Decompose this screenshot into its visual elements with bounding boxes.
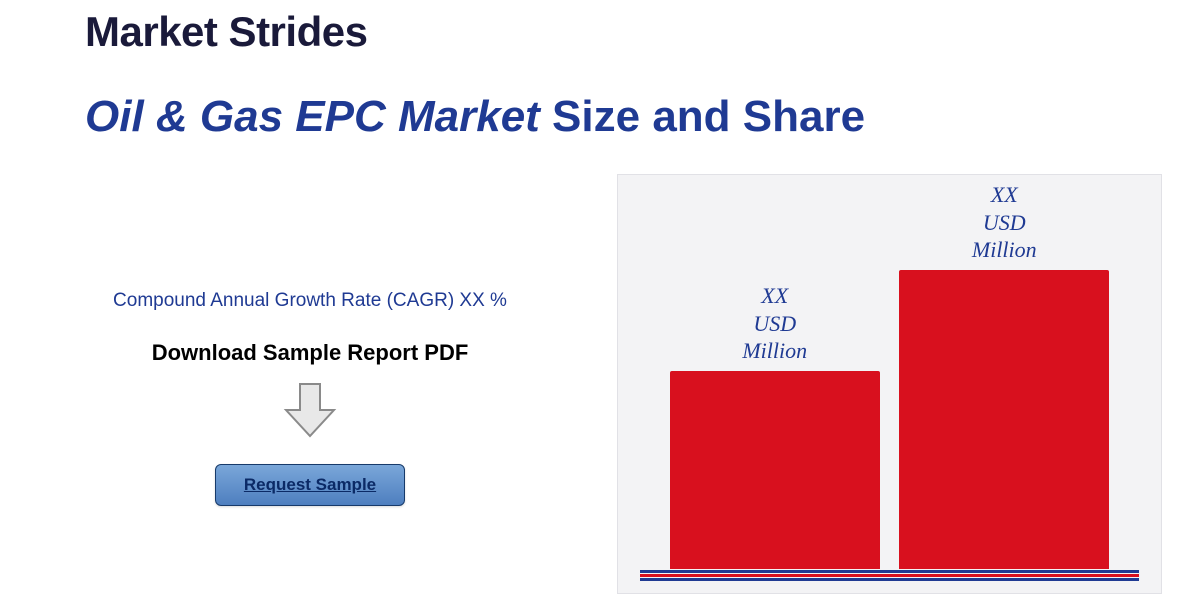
page-title: Oil & Gas EPC Market Size and Share bbox=[85, 92, 865, 142]
chart-plot-area: XXUSDMillionXXUSDMillion bbox=[640, 195, 1139, 581]
cagr-text: Compound Annual Growth Rate (CAGR) XX % bbox=[100, 290, 520, 312]
title-emphasis: Oil & Gas EPC Market bbox=[85, 92, 540, 141]
arrow-down-icon bbox=[100, 380, 520, 440]
chart-bar-label-1: XXUSDMillion bbox=[904, 181, 1104, 264]
chart-bar-0 bbox=[670, 371, 880, 569]
download-heading: Download Sample Report PDF bbox=[100, 340, 520, 366]
chart-baseline bbox=[640, 570, 1139, 581]
brand-logo: Market Strides bbox=[85, 8, 367, 56]
chart-baseline-line-2 bbox=[640, 578, 1139, 581]
chart-card: XXUSDMillion XXUSDMillion bbox=[617, 174, 1162, 594]
page-root: Market Strides Oil & Gas EPC Market Size… bbox=[0, 0, 1200, 600]
chart-baseline-line-1 bbox=[640, 574, 1139, 577]
title-rest: Size and Share bbox=[540, 92, 865, 141]
chart-bar-label-0: XXUSDMillion bbox=[675, 282, 875, 365]
chart-bars: XXUSDMillionXXUSDMillion bbox=[640, 195, 1139, 569]
request-sample-button[interactable]: Request Sample bbox=[215, 464, 405, 506]
chart-bar-1 bbox=[899, 270, 1109, 569]
chart-baseline-line-0 bbox=[640, 570, 1139, 573]
left-column: Compound Annual Growth Rate (CAGR) XX % … bbox=[100, 290, 520, 506]
